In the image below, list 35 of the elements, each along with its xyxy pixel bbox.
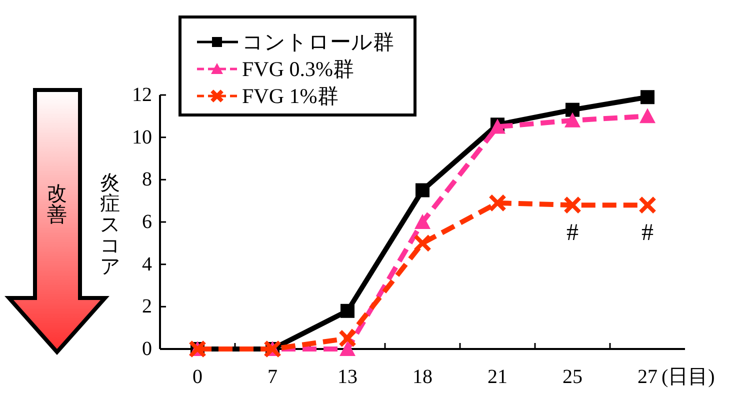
y-tick-label: 8 <box>142 168 152 191</box>
x-axis-title: (日目) <box>662 366 715 388</box>
x-tick-label: 0 <box>192 366 202 388</box>
point <box>340 304 354 318</box>
legend-label: コントロール群 <box>242 30 394 54</box>
point <box>340 341 356 356</box>
y-tick-label: 0 <box>142 338 152 360</box>
annotation: # <box>566 220 578 246</box>
point <box>564 112 580 128</box>
y-axis-title: 炎症スコア <box>100 172 120 278</box>
y-tick-label: 12 <box>132 84 152 106</box>
point <box>488 194 506 212</box>
point <box>414 214 430 229</box>
x-tick-label: 13 <box>338 366 358 388</box>
text: 改善 <box>47 183 67 226</box>
x-tick-label: 25 <box>562 366 582 388</box>
annotation: # <box>642 220 654 246</box>
point <box>638 196 656 214</box>
point <box>564 196 582 214</box>
legend-label: FVG 1%群 <box>242 84 338 108</box>
y-tick-label: 10 <box>132 126 152 148</box>
x-tick-label: 27 <box>638 366 658 388</box>
point <box>338 329 356 348</box>
point <box>640 108 656 124</box>
x-tick-label: 18 <box>412 366 432 388</box>
point <box>566 102 580 117</box>
y-tick-label: 2 <box>142 296 152 318</box>
point <box>414 234 432 252</box>
x-tick-label: 7 <box>268 366 278 388</box>
x-tick-label: 21 <box>488 366 508 388</box>
y-tick-label: 4 <box>142 253 152 276</box>
point <box>416 183 430 198</box>
legend-label: FVG 0.3%群 <box>242 57 354 81</box>
y-tick-label: 6 <box>142 211 152 233</box>
point <box>640 90 654 104</box>
